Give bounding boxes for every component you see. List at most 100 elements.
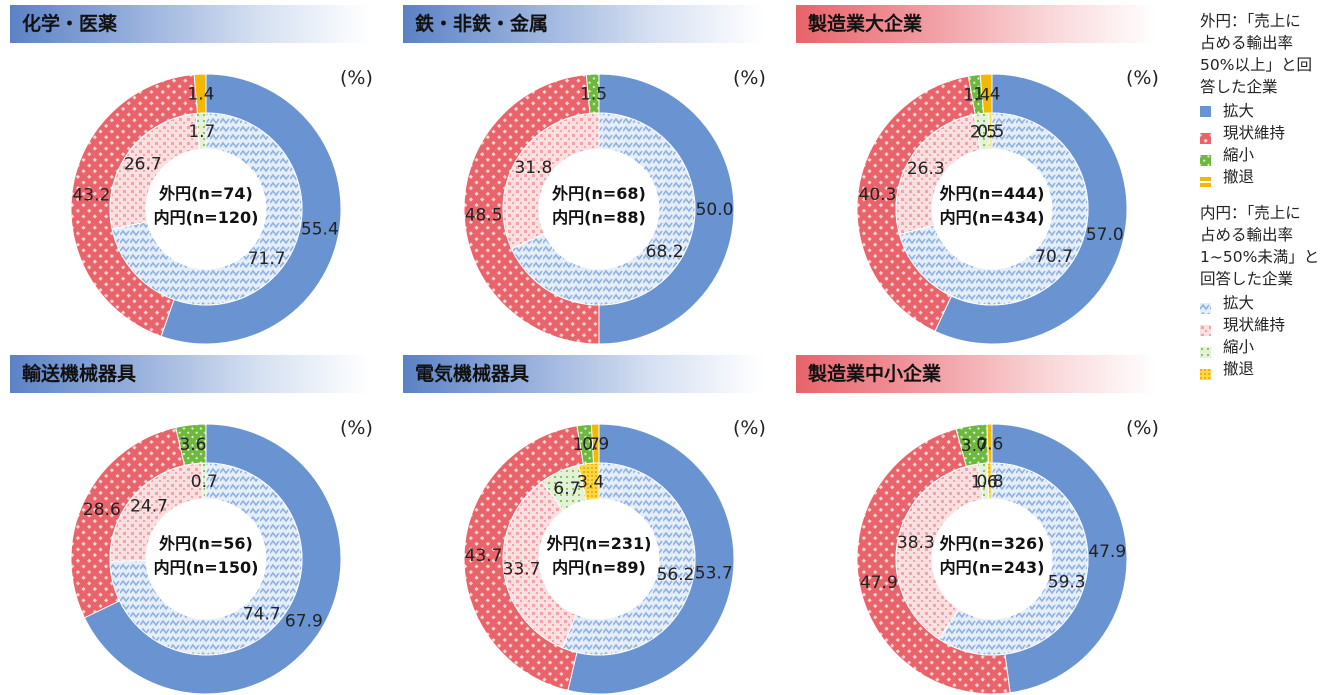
outer-value-label: 28.6 xyxy=(83,500,121,520)
inner-slice-withdraw xyxy=(986,462,993,500)
legend-label: 撤退 xyxy=(1223,360,1255,378)
inner-n-label: 内円(n=88) xyxy=(552,208,646,227)
inner-slice-expand xyxy=(510,112,696,306)
legend: 外円：「売上に 占める輸出率 50%以上」と回 答した企業 拡大 現状維持 縮小… xyxy=(1200,10,1335,380)
chart-panel-chemical: 化学・医薬 (%) 55.4 43.2 1.4 71.7 26.7 1.7 外円(n=74)… xyxy=(10,5,380,345)
inner-slice-maintain xyxy=(895,463,984,640)
outer-n-label: 外円(n=68) xyxy=(551,184,646,203)
outer-value-label: 47.9 xyxy=(1088,542,1126,562)
panel-title: 輸送機械器具 xyxy=(10,355,370,393)
legend-swatch xyxy=(1200,150,1211,166)
donut-chart: 50.0 48.5 1.5 68.2 31.8 外円(n=68) 内円(n=88) xyxy=(463,73,735,345)
unit-label: (%) xyxy=(1126,67,1159,89)
inner-slice-expand xyxy=(561,462,696,656)
legend-caption-line: 外円：「売上に xyxy=(1200,12,1301,30)
donut-chart: 53.7 43.7 1.70.9 56.2 33.7 6.73.4 外円(n=231) 内円(… xyxy=(463,423,735,695)
outer-n-label: 外円(n=326) xyxy=(939,534,1045,553)
inner-value-label: 59.3 xyxy=(1048,572,1086,592)
inner-value-label: 68.2 xyxy=(646,242,684,262)
chart-panel-transport: 輸送機械器具 (%) 67.9 28.6 3.6 74.7 24.7 0.7 外円(n=56… xyxy=(10,355,380,695)
legend-item-outer-shrink: 縮小 xyxy=(1200,144,1335,166)
outer-value-label: 1.5 xyxy=(580,85,607,105)
outer-n-label: 外円(n=56) xyxy=(158,534,253,553)
unit-label: (%) xyxy=(1126,417,1159,439)
legend-item-inner-maintain: 現状維持 xyxy=(1200,314,1335,336)
outer-value-label: 43.2 xyxy=(72,186,110,206)
chart-panel-large-mfg: 製造業大企業 (%) 57.0 40.3 1.4 1.4 70.7 26.3 2.5 0.5 外… xyxy=(796,5,1166,345)
donut-chart: 67.9 28.6 3.6 74.7 24.7 0.7 外円(n=56) 内円(n=150) xyxy=(70,423,342,695)
inner-slice-shrink xyxy=(201,462,207,500)
inner-slice-expand xyxy=(898,112,1089,306)
inner-value-label: 33.7 xyxy=(503,560,541,580)
inner-value-label: 1.7 xyxy=(188,122,215,142)
legend-label: 拡大 xyxy=(1223,102,1255,120)
legend-swatch xyxy=(1200,105,1211,117)
outer-n-label: 外円(n=74) xyxy=(158,184,253,203)
inner-value-label: 2.5 xyxy=(970,122,997,142)
outer-value-label: 1.4 xyxy=(973,85,1000,105)
panel-title: 電気機械器具 xyxy=(403,355,763,393)
outer-n-label: 外円(n=231) xyxy=(546,534,652,553)
legend-inner-caption: 内円：「売上に 占める輸出率 1~50%未満」と 回答した企業 xyxy=(1200,202,1335,290)
legend-swatch xyxy=(1200,172,1211,187)
legend-caption-line: 内円：「売上に xyxy=(1200,204,1301,222)
legend-label: 拡大 xyxy=(1223,294,1255,312)
donut-chart: 47.9 47.9 3.70.6 59.3 38.3 1.60.8 外円(n=326) 内円(… xyxy=(856,423,1128,695)
outer-value-label: 53.7 xyxy=(695,563,733,583)
unit-label: (%) xyxy=(733,417,766,439)
legend-swatch xyxy=(1200,364,1211,380)
legend-item-outer-expand: 拡大 xyxy=(1200,100,1335,122)
inner-slice-expand xyxy=(938,462,1089,656)
legend-item-outer-maintain: 現状維持 xyxy=(1200,122,1335,144)
inner-n-label: 内円(n=434) xyxy=(940,208,1045,227)
legend-label: 現状維持 xyxy=(1223,316,1286,334)
legend-item-inner-expand: 拡大 xyxy=(1200,292,1335,314)
outer-value-label: 1.4 xyxy=(187,85,214,105)
inner-value-label: 3.4 xyxy=(577,472,604,492)
legend-item-inner-withdraw: 撤退 xyxy=(1200,358,1335,380)
outer-value-label: 43.7 xyxy=(465,546,503,566)
inner-slice-expand xyxy=(111,112,303,306)
legend-label: 縮小 xyxy=(1223,338,1255,356)
panel-title: 製造業大企業 xyxy=(796,5,1156,43)
legend-caption-line: 回答した企業 xyxy=(1200,270,1294,288)
legend-swatch xyxy=(1200,128,1211,144)
outer-value-label: 1.4 xyxy=(963,86,990,106)
panel-title: 化学・医薬 xyxy=(10,5,370,43)
inner-value-label: 71.7 xyxy=(248,249,286,269)
legend-caption-line: 答した企業 xyxy=(1200,78,1278,96)
outer-value-label: 50.0 xyxy=(696,200,734,220)
inner-value-label: 0.5 xyxy=(977,122,1004,142)
inner-slice-withdraw xyxy=(578,462,600,501)
outer-value-label: 67.9 xyxy=(285,611,323,631)
legend-caption-line: 50%以上」と回 xyxy=(1200,56,1312,74)
outer-value-label: 0.6 xyxy=(976,435,1003,455)
outer-value-label: 3.7 xyxy=(961,436,988,456)
panel-title: 鉄・非鉄・金属 xyxy=(403,5,763,43)
panel-title: 製造業中小企業 xyxy=(796,355,1156,393)
outer-value-label: 57.0 xyxy=(1086,225,1124,245)
inner-slice-maintain xyxy=(502,480,577,649)
outer-value-label: 40.3 xyxy=(859,185,897,205)
donut-chart: 57.0 40.3 1.41.4 70.7 26.3 2.50.5 外円(n=444) 内円(… xyxy=(856,73,1128,345)
legend-item-outer-withdraw: 撤退 xyxy=(1200,166,1335,188)
legend-swatch xyxy=(1200,320,1211,336)
legend-swatch xyxy=(1200,298,1211,314)
donut-chart: 55.4 43.2 1.4 71.7 26.7 1.7 外円(n=74) 内円(n=120) xyxy=(70,73,342,345)
unit-label: (%) xyxy=(733,67,766,89)
inner-value-label: 56.2 xyxy=(657,565,695,585)
outer-value-label: 47.9 xyxy=(860,573,898,593)
legend-label: 縮小 xyxy=(1223,146,1255,164)
outer-value-label: 55.4 xyxy=(301,220,339,240)
legend-caption-line: 占める輸出率 xyxy=(1200,34,1294,52)
legend-swatch xyxy=(1200,342,1211,358)
chart-panel-electrical: 電気機械器具 (%) 53.7 43.7 1.7 0.9 56.2 33.7 6.7 3.4 外… xyxy=(403,355,773,695)
inner-value-label: 1.6 xyxy=(971,472,998,492)
inner-n-label: 内円(n=120) xyxy=(154,208,259,227)
inner-value-label: 74.7 xyxy=(243,605,281,625)
outer-value-label: 48.5 xyxy=(465,205,503,225)
outer-value-label: 0.9 xyxy=(582,435,609,455)
legend-outer-caption: 外円：「売上に 占める輸出率 50%以上」と回 答した企業 xyxy=(1200,10,1335,98)
outer-value-label: 3.6 xyxy=(179,435,206,455)
outer-n-label: 外円(n=444) xyxy=(939,184,1045,203)
